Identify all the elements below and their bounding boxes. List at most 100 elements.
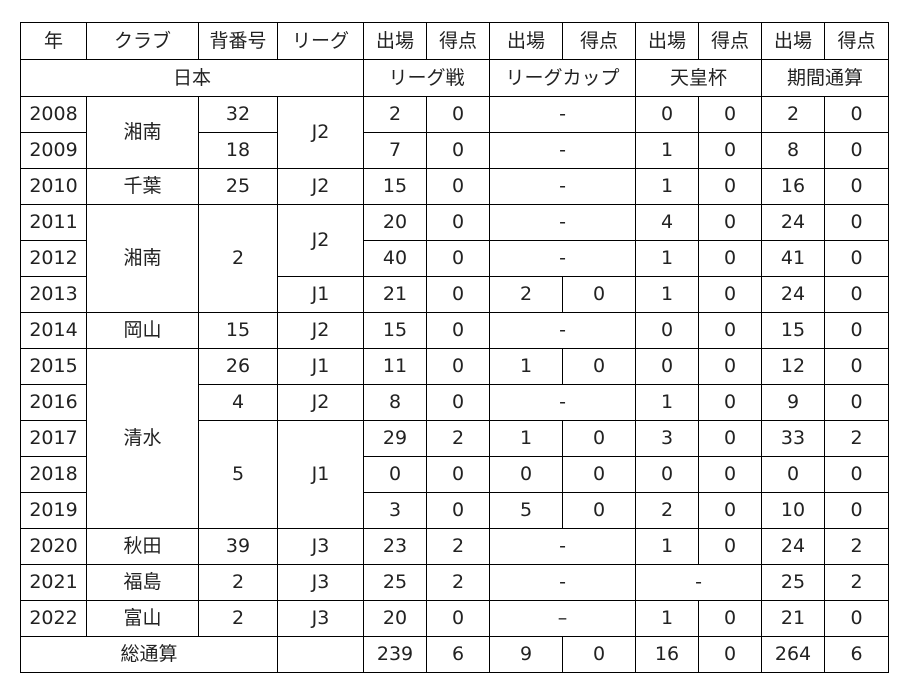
total-apps-cell: 0 <box>761 456 825 493</box>
year-cell: 2013 <box>20 276 87 313</box>
col-header-league-goals: 得点 <box>426 22 490 60</box>
total-goals-cell: 0 <box>824 600 889 637</box>
league-apps-cell: 20 <box>363 600 427 637</box>
league-apps-cell: 7 <box>363 132 427 169</box>
ec-goals-cell: 0 <box>698 96 762 133</box>
table-row: 2014 岡山 15 J2 15 0 - 0 0 15 0 <box>20 312 889 349</box>
ec-goals-cell: 0 <box>698 456 762 493</box>
table-row: 2016 4 J2 8 0 - 1 0 9 0 <box>20 384 889 421</box>
club-cell: 秋田 <box>86 528 199 565</box>
ec-apps-cell: 4 <box>635 204 699 241</box>
ec-apps-cell: 1 <box>635 276 699 313</box>
total-goals-cell: 0 <box>824 276 889 313</box>
total-label: 総通算 <box>20 636 278 673</box>
year-cell: 2010 <box>20 168 87 205</box>
cup-cell: - <box>489 204 636 241</box>
league-goals-cell: 0 <box>426 384 490 421</box>
club-cell: 富山 <box>86 600 199 637</box>
club-cell: 千葉 <box>86 168 199 205</box>
ec-apps-cell: 1 <box>635 168 699 205</box>
table-row: 2010 千葉 25 J2 15 0 - 1 0 16 0 <box>20 168 889 205</box>
league-goals-cell: 0 <box>426 276 490 313</box>
league-apps-cell: 15 <box>363 168 427 205</box>
league-cell: J2 <box>277 384 364 421</box>
league-goals-cell: 0 <box>426 168 490 205</box>
cup-cell: - <box>489 96 636 133</box>
year-cell: 2019 <box>20 492 87 529</box>
ec-apps-cell: 16 <box>635 636 699 673</box>
table-row: 2008 湘南 32 J2 2 0 - 0 0 2 0 <box>20 96 889 169</box>
ec-apps-cell: 1 <box>635 528 699 565</box>
total-goals-cell: 0 <box>824 492 889 529</box>
ec-apps-cell: 3 <box>635 420 699 457</box>
league-goals-cell: 0 <box>426 132 490 169</box>
league-apps-cell: 29 <box>363 420 427 457</box>
year-cell: 2015 <box>20 348 87 385</box>
table-row: 2018 0 0 0 0 0 0 0 0 <box>20 456 889 493</box>
total-goals-cell: 2 <box>824 528 889 565</box>
total-goals-cell: 0 <box>824 240 889 277</box>
ec-apps-cell: 1 <box>635 384 699 421</box>
club-cell: 岡山 <box>86 312 199 349</box>
total-goals-cell: 0 <box>824 132 889 169</box>
year-cell: 2021 <box>20 564 87 601</box>
total-goals-cell: 0 <box>824 456 889 493</box>
col-header-league: リーグ <box>277 22 364 60</box>
number-cell: 2 <box>198 564 278 601</box>
total-apps-cell: 33 <box>761 420 825 457</box>
league-goals-cell: 0 <box>426 96 490 133</box>
league-apps-cell: 21 <box>363 276 427 313</box>
year-cell: 2022 <box>20 600 87 637</box>
ec-goals-cell: 0 <box>698 528 762 565</box>
total-apps-cell: 10 <box>761 492 825 529</box>
emperors-cup-header: 天皇杯 <box>635 59 762 97</box>
league-apps-cell: 3 <box>363 492 427 529</box>
cup-goals-cell: 0 <box>562 420 636 457</box>
ec-goals-cell: 0 <box>698 384 762 421</box>
league-header: リーグ戦 <box>363 59 490 97</box>
column-header-row: 年 クラブ 背番号 リーグ 出場 得点 出場 得点 出場 得点 出場 得点 <box>20 22 889 60</box>
col-header-ec-goals: 得点 <box>698 22 762 60</box>
period-total-header: 期間通算 <box>761 59 889 97</box>
league-goals-cell: 0 <box>426 348 490 385</box>
league-apps-cell: 23 <box>363 528 427 565</box>
league-cell: J2 <box>277 168 364 205</box>
total-goals-cell: 6 <box>824 636 889 673</box>
total-goals-cell: 0 <box>824 204 889 241</box>
total-apps-cell: 24 <box>761 204 825 241</box>
total-apps-cell: 21 <box>761 600 825 637</box>
col-header-ec-apps: 出場 <box>635 22 699 60</box>
cup-apps-cell: 5 <box>489 492 563 529</box>
total-goals-cell: 0 <box>824 312 889 349</box>
cup-cell: - <box>489 528 636 565</box>
total-apps-cell: 24 <box>761 276 825 313</box>
year-cell: 2017 <box>20 420 87 457</box>
ec-cell: - <box>635 564 762 601</box>
number-cell: 15 <box>198 312 278 349</box>
ec-goals-cell: 0 <box>698 492 762 529</box>
number-cell: 32 <box>198 96 278 133</box>
cup-cell: - <box>489 312 636 349</box>
total-apps-cell: 8 <box>761 132 825 169</box>
total-goals-cell: 2 <box>824 564 889 601</box>
league-apps-cell: 15 <box>363 312 427 349</box>
total-goals-cell: 0 <box>824 384 889 421</box>
ec-apps-cell: 1 <box>635 240 699 277</box>
ec-goals-cell: 0 <box>698 600 762 637</box>
club-cell: 湘南 <box>86 204 199 313</box>
ec-apps-cell: 1 <box>635 600 699 637</box>
ec-goals-cell: 0 <box>698 276 762 313</box>
col-header-cup-apps: 出場 <box>489 22 563 60</box>
number-cell: 26 <box>198 348 278 385</box>
club-cell: 清水 <box>86 348 199 529</box>
total-league-cell <box>277 636 364 673</box>
league-goals-cell: 0 <box>426 204 490 241</box>
ec-goals-cell: 0 <box>698 204 762 241</box>
league-apps-cell: 0 <box>363 456 427 493</box>
cup-goals-cell: 0 <box>562 276 636 313</box>
number-cell: 4 <box>198 384 278 421</box>
league-cell: J1 <box>277 420 364 529</box>
number-cell: 2 <box>198 600 278 637</box>
cup-apps-cell: 0 <box>489 456 563 493</box>
league-goals-cell: 2 <box>426 528 490 565</box>
